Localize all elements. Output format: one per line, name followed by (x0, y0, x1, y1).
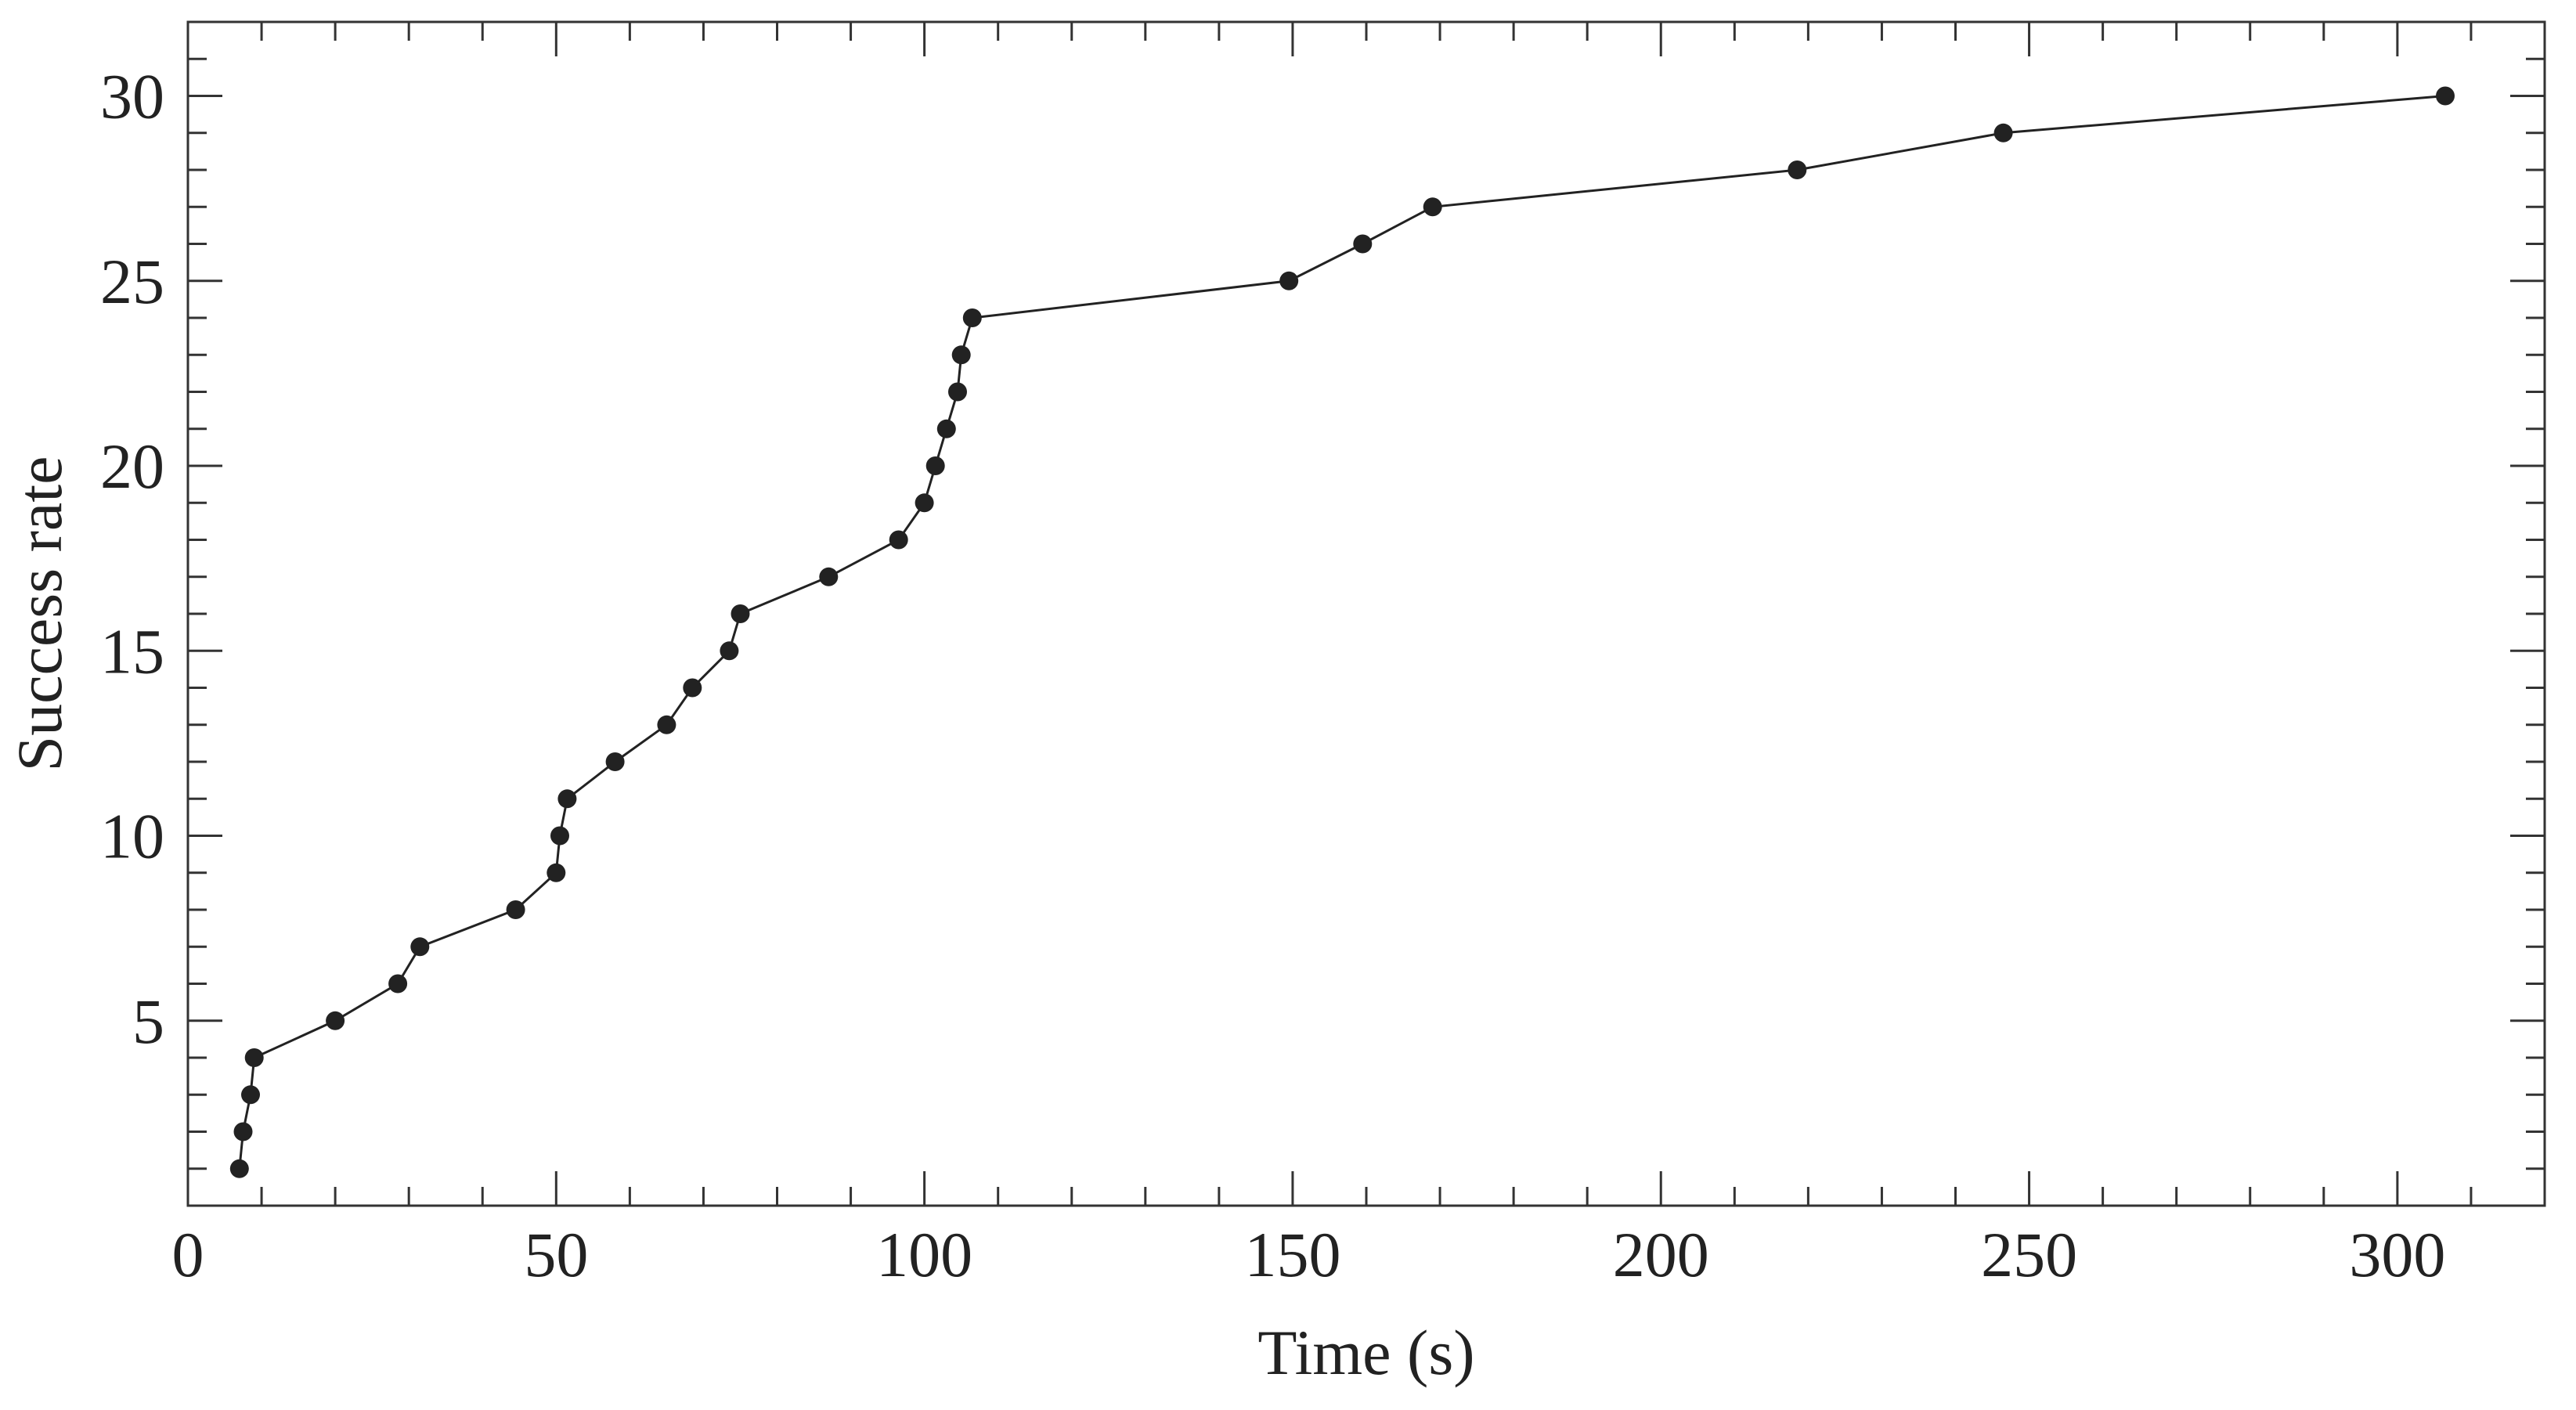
data-points (229, 86, 2455, 1178)
data-point (1423, 197, 1442, 217)
x-tick-label: 300 (2349, 1219, 2445, 1290)
data-point (683, 678, 702, 698)
y-axis-title: Success rate (4, 456, 75, 772)
data-point (229, 1159, 249, 1178)
data-point (915, 493, 934, 513)
data-point (889, 530, 908, 550)
x-tick-label: 50 (524, 1219, 588, 1290)
data-point (2436, 86, 2455, 106)
data-point (241, 1085, 260, 1105)
data-point (244, 1048, 264, 1067)
data-point (948, 382, 967, 402)
series-line (238, 95, 2446, 1169)
data-point (720, 641, 739, 661)
x-tick-label: 200 (1613, 1219, 1709, 1290)
x-tick-label: 100 (876, 1219, 972, 1290)
plot-frame (186, 20, 2546, 1207)
x-axis-title: Time (s) (1257, 1317, 1474, 1388)
data-point (657, 715, 676, 734)
y-tick-label: 20 (100, 431, 164, 502)
x-tick-label: 250 (1981, 1219, 2077, 1290)
data-point (388, 974, 408, 993)
data-point (547, 863, 566, 882)
data-point (936, 419, 956, 438)
data-point (1353, 234, 1373, 254)
data-point (506, 900, 525, 919)
data-point (557, 789, 577, 809)
data-point (925, 456, 945, 475)
data-point (1788, 160, 1807, 179)
data-point (1993, 123, 2013, 142)
data-point (951, 345, 971, 365)
x-tick-label: 0 (172, 1219, 204, 1290)
y-tick-label: 30 (100, 61, 164, 132)
y-tick-labels: 5 10 15 20 25 30 (100, 61, 164, 1057)
data-point (233, 1122, 253, 1141)
data-point (962, 308, 982, 327)
data-point (550, 826, 569, 846)
data-point (731, 604, 750, 623)
data-point (605, 752, 625, 771)
x-tick-label: 150 (1244, 1219, 1340, 1290)
y-tick-label: 15 (100, 615, 164, 687)
data-point (819, 567, 839, 586)
data-point (326, 1011, 345, 1030)
major-ticks (186, 22, 2545, 1206)
x-tick-labels: 0 50 100 150 200 250 300 (172, 1219, 2446, 1290)
y-tick-label: 10 (100, 801, 164, 872)
y-tick-label: 5 (132, 986, 164, 1057)
y-tick-label: 25 (100, 246, 164, 317)
data-point (410, 937, 430, 957)
minor-ticks (188, 22, 2545, 1206)
data-point (1279, 271, 1299, 290)
